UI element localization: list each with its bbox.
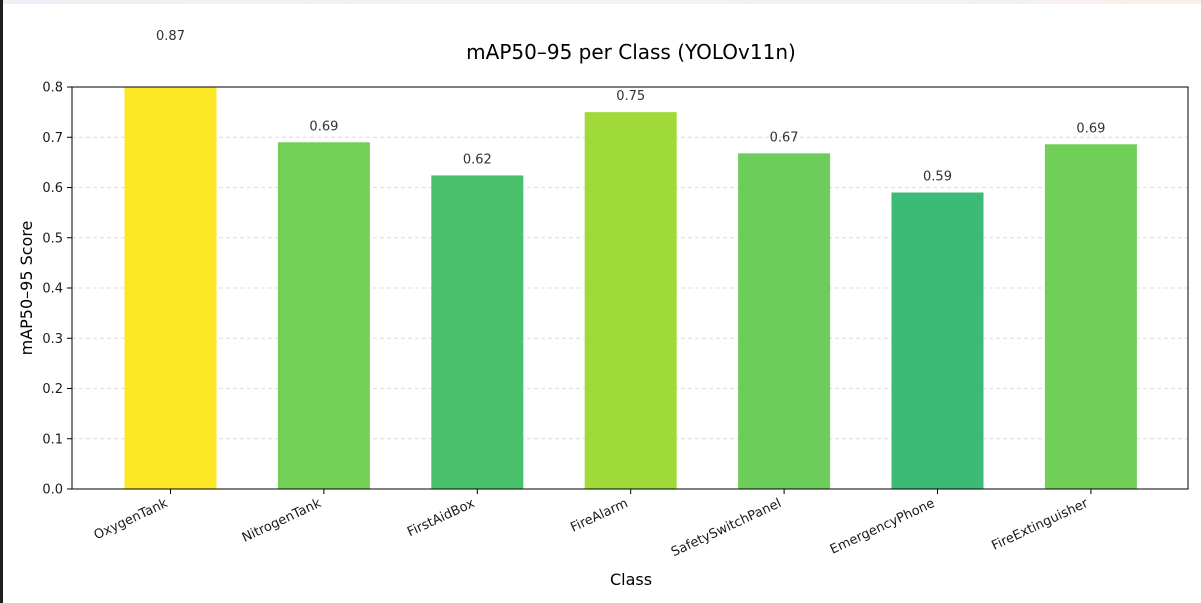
bar <box>431 175 524 489</box>
x-tick-label: FireExtinguisher <box>990 496 1092 554</box>
y-axis-ticks: 0.0 0.1 0.2 0.3 0.4 0.5 0.6 0.7 0.8 <box>42 81 72 498</box>
bar <box>1044 144 1137 489</box>
value-label: 0.59 <box>923 170 952 185</box>
value-label: 0.67 <box>770 130 799 145</box>
value-label: 0.87 <box>156 29 185 44</box>
grid-lines <box>72 136 1188 440</box>
y-axis-label: mAP50–95 Score <box>17 221 36 356</box>
x-tick-label: FireAlarm <box>568 496 630 536</box>
value-label: 0.62 <box>463 152 492 167</box>
x-axis-ticks: OxygenTank NitrogenTank FirstAidBox FireAla… <box>92 489 1092 560</box>
value-label: 0.69 <box>1076 121 1105 136</box>
y-tick-label: 0.8 <box>42 81 63 96</box>
x-tick-label: FirstAidBox <box>405 496 477 540</box>
y-tick-label: 0.1 <box>42 432 63 447</box>
y-tick-label: 0.6 <box>42 181 63 196</box>
bar <box>891 192 984 489</box>
y-tick-label: 0.7 <box>42 131 63 146</box>
value-label: 0.69 <box>309 119 338 134</box>
bars <box>124 87 1137 489</box>
x-tick-label: SafetySwitchPanel <box>669 496 784 560</box>
x-tick-label: NitrogenTank <box>240 496 324 546</box>
y-tick-label: 0.0 <box>42 483 63 498</box>
bar <box>124 87 217 489</box>
window-top-strip <box>0 0 1201 4</box>
chart-title: mAP50–95 per Class (YOLOv11n) <box>466 40 796 64</box>
x-tick-label: EmergencyPhone <box>828 496 937 558</box>
x-axis-label: Class <box>610 570 652 589</box>
y-tick-label: 0.4 <box>42 282 63 297</box>
value-label: 0.75 <box>616 89 645 104</box>
value-labels: 0.87 0.69 0.62 0.75 0.67 0.59 0.69 <box>156 29 1105 185</box>
y-tick-label: 0.3 <box>42 332 63 347</box>
y-tick-label: 0.2 <box>42 382 63 397</box>
y-tick-label: 0.5 <box>42 231 63 246</box>
bar <box>738 153 831 489</box>
bar <box>584 112 677 489</box>
bar <box>277 142 370 489</box>
x-tick-label: OxygenTank <box>92 496 171 543</box>
window-left-edge <box>0 0 3 603</box>
